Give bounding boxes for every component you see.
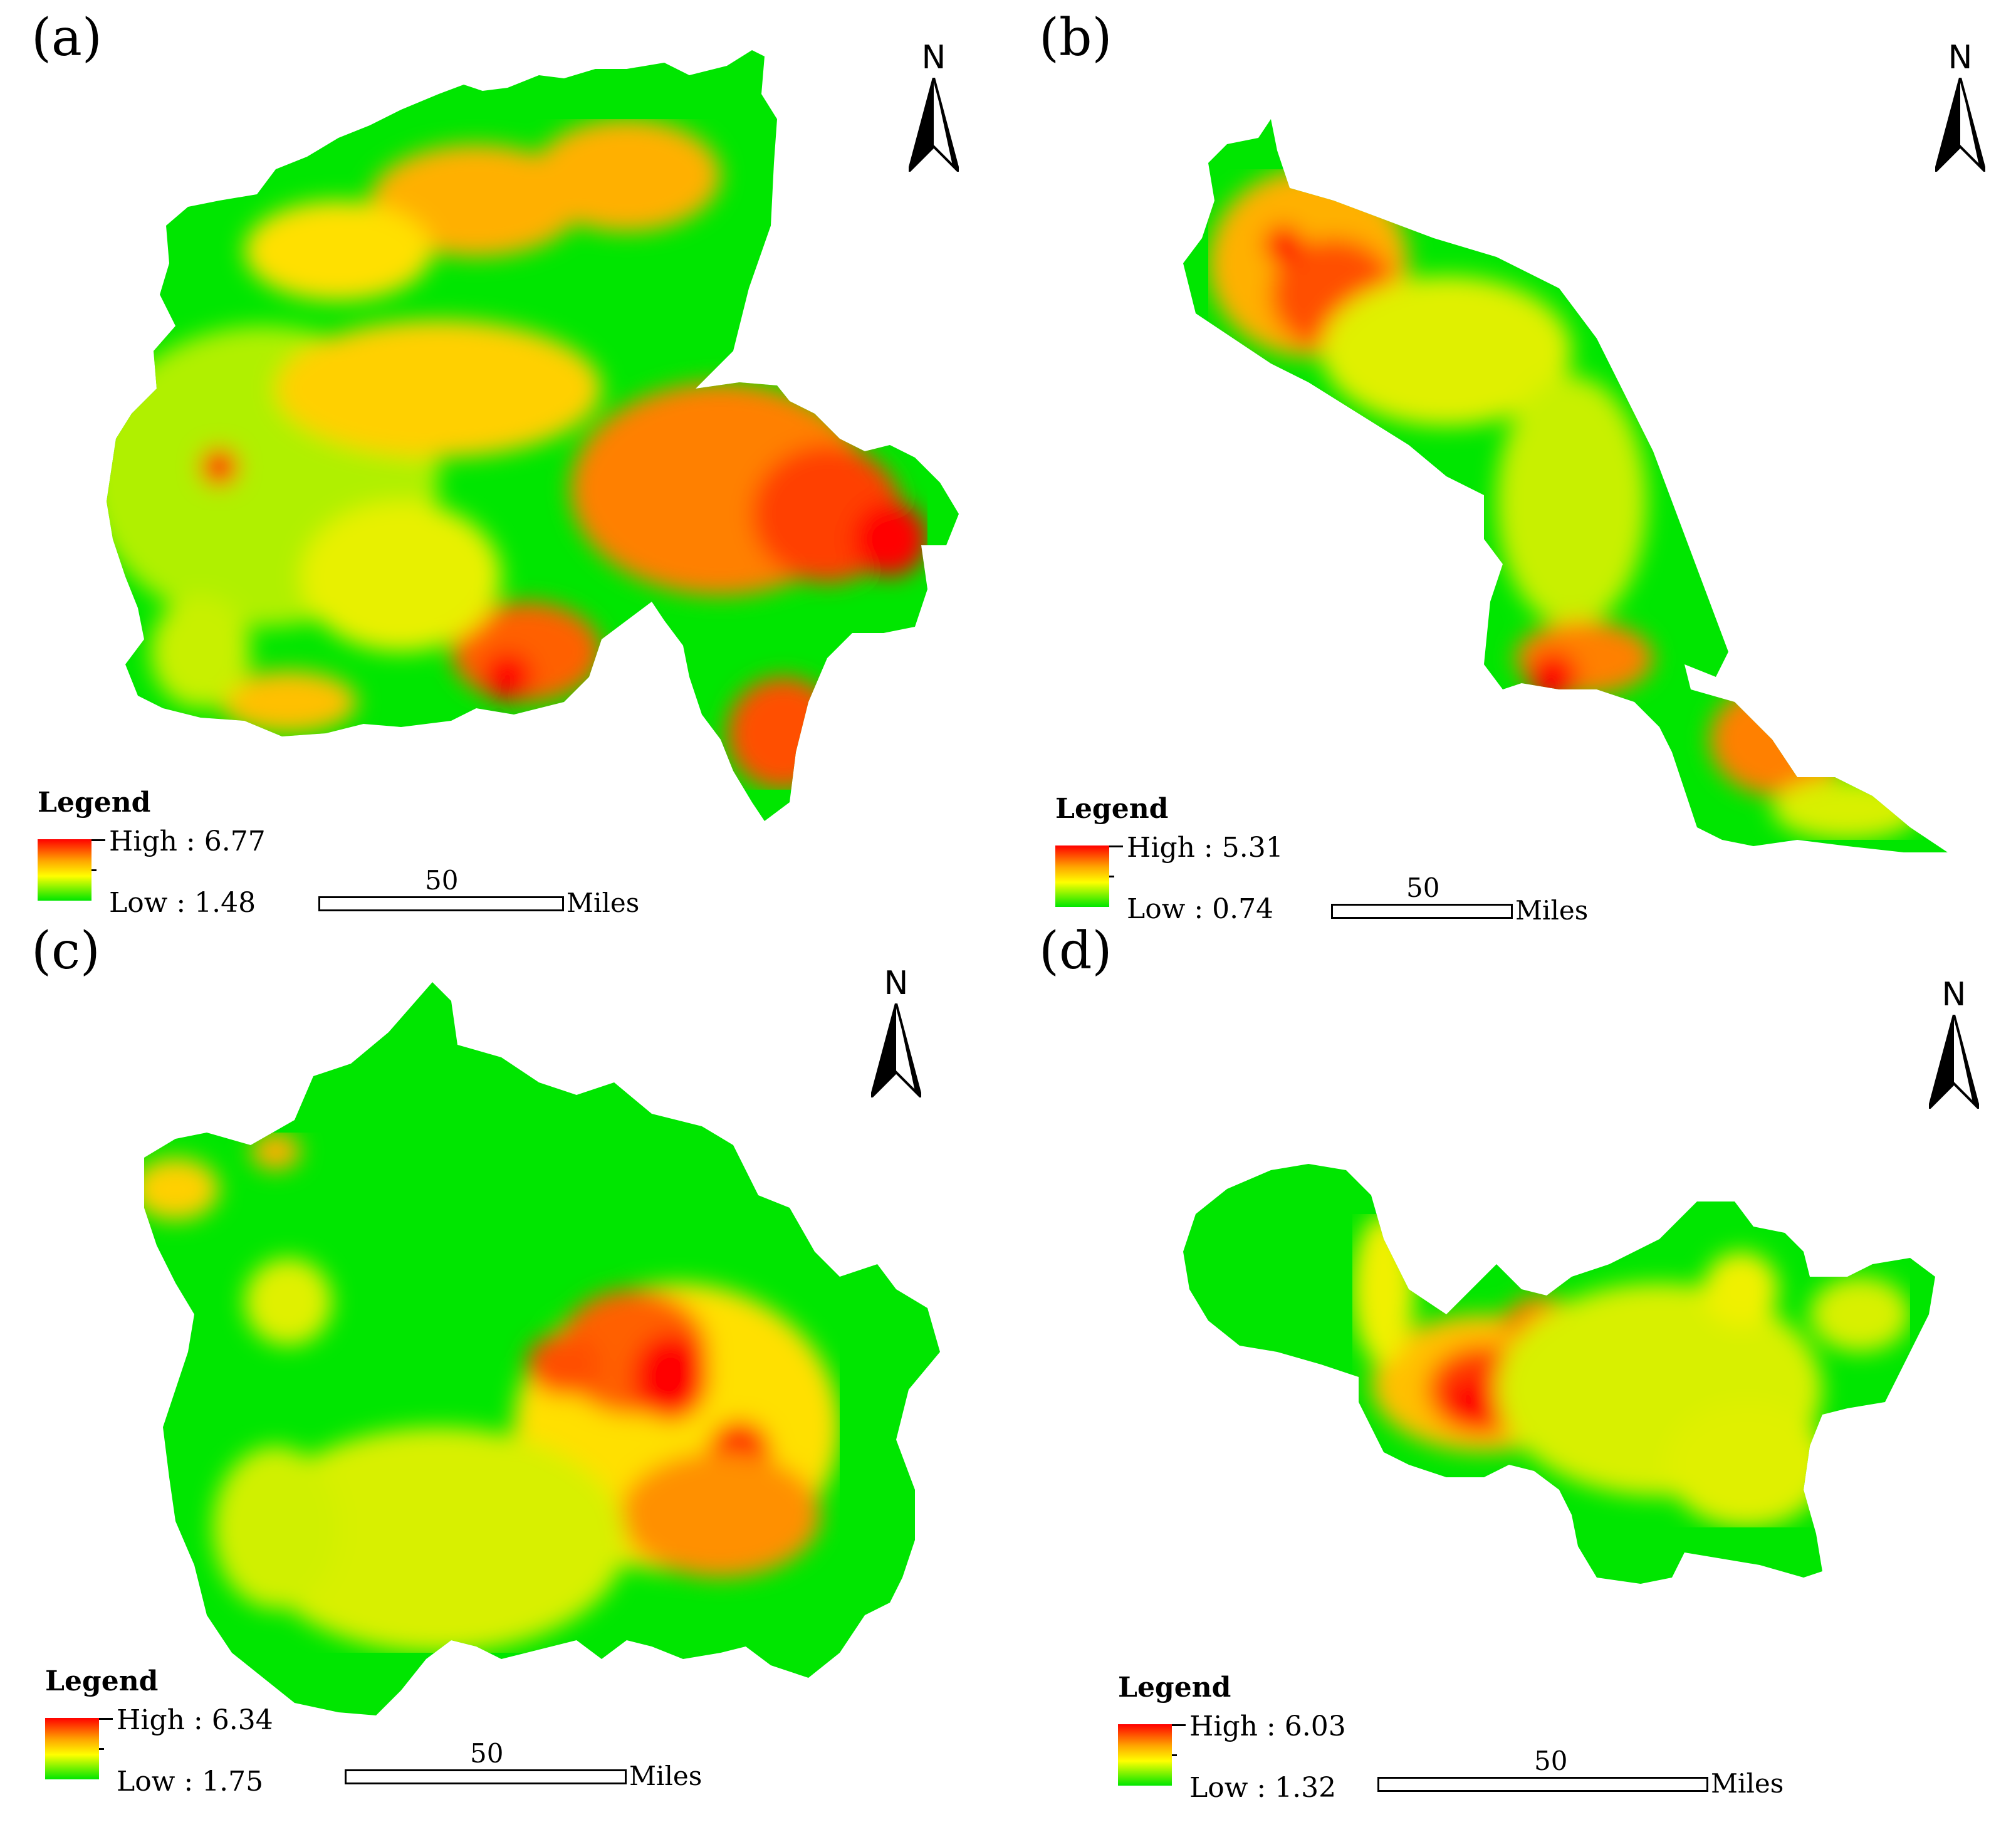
- legend-high-label: High : 6.03: [1189, 1710, 1346, 1742]
- panel-c: (c) N Legend High : 6.34 Low : 1.75 50 M…: [0, 913, 1008, 1826]
- legend: Legend High : 6.77 Low : 1.48: [38, 787, 351, 937]
- scale-bar: 50 Miles: [1377, 1746, 1791, 1802]
- panel-label: (a): [31, 8, 102, 68]
- legend-color-ramp: [1055, 845, 1109, 907]
- scale-value: 50: [1406, 872, 1440, 903]
- scale-bar-graphic: [318, 896, 564, 911]
- scale-bar: 50 Miles: [318, 865, 644, 921]
- legend-low-label: Low : 1.75: [117, 1766, 264, 1798]
- legend-high-label: High : 5.31: [1127, 832, 1283, 864]
- panel-label: (b): [1039, 8, 1112, 68]
- scale-unit: Miles: [629, 1761, 702, 1791]
- heatmap-region-c: [144, 982, 940, 1715]
- scale-unit: Miles: [567, 887, 640, 918]
- scale-bar-graphic: [1331, 904, 1513, 919]
- legend-title: Legend: [45, 1665, 159, 1697]
- scale-unit: Miles: [1515, 895, 1589, 926]
- scale-unit: Miles: [1711, 1768, 1784, 1799]
- legend-high-label: High : 6.77: [109, 825, 266, 857]
- legend-color-ramp: [45, 1718, 99, 1779]
- heatmap-region-d: [1183, 1164, 1935, 1584]
- scale-value: 50: [425, 865, 459, 896]
- scale-bar: 50 Miles: [345, 1738, 702, 1794]
- legend-color-ramp: [1118, 1724, 1172, 1786]
- legend: Legend High : 6.03 Low : 1.32: [1118, 1672, 1431, 1822]
- panel-label: (c): [31, 921, 100, 981]
- panel-a: (a) N Legend High : 6.77 Low : 1.48 50 M…: [0, 0, 1008, 919]
- scale-value: 50: [1534, 1746, 1568, 1776]
- panel-b: (b) N Legend High : 5.31 Low : 0.74 50 M…: [1008, 0, 2015, 926]
- legend-high-label: High : 6.34: [117, 1704, 273, 1736]
- heatmap-region-b: [1183, 119, 1948, 852]
- legend-low-label: Low : 1.32: [1189, 1772, 1337, 1804]
- panel-d: (d) N Legend High : 6.03 Low : 1.32 50 M…: [1008, 913, 2015, 1826]
- scale-bar-graphic: [345, 1769, 627, 1784]
- legend: Legend High : 5.31 Low : 0.74: [1055, 793, 1369, 943]
- scale-bar-graphic: [1377, 1777, 1708, 1792]
- legend-color-ramp: [38, 839, 91, 901]
- scale-bar: 50 Miles: [1331, 872, 1644, 929]
- north-arrow-icon: N: [1916, 976, 1992, 1114]
- north-arrow-icon: N: [859, 965, 934, 1102]
- legend-title: Legend: [38, 787, 151, 819]
- north-arrow-icon: N: [896, 39, 971, 177]
- legend: Legend High : 6.34 Low : 1.75: [45, 1665, 358, 1816]
- north-arrow-icon: N: [1923, 39, 1998, 177]
- heatmap-region-a: [107, 50, 959, 821]
- legend-low-label: Low : 1.48: [109, 887, 256, 919]
- legend-low-label: Low : 0.74: [1127, 893, 1274, 925]
- legend-title: Legend: [1118, 1672, 1231, 1704]
- panel-label: (d): [1039, 921, 1112, 981]
- scale-value: 50: [470, 1738, 504, 1769]
- legend-title: Legend: [1055, 793, 1169, 825]
